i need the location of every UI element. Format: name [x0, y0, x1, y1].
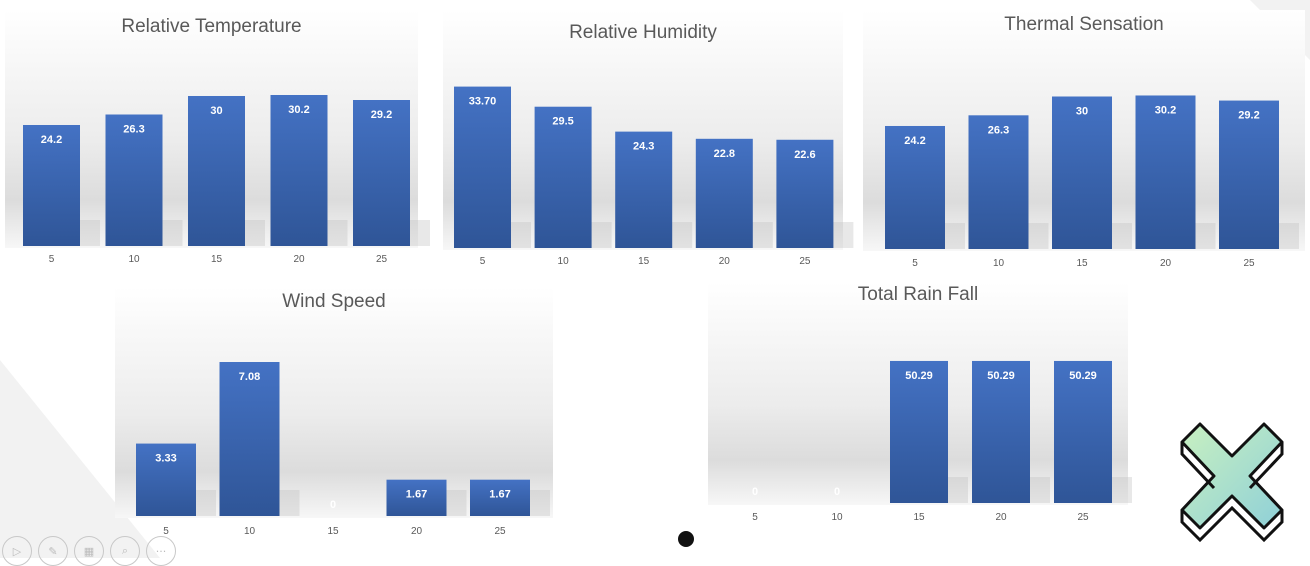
data-label: 29.5	[552, 116, 573, 128]
bar	[353, 100, 410, 246]
x-logo	[1180, 422, 1284, 543]
data-label: 24.2	[41, 134, 62, 146]
data-label: 24.3	[633, 141, 654, 153]
chart-title: Total Rain Fall	[858, 284, 978, 305]
bar	[890, 360, 948, 503]
bar	[386, 479, 447, 516]
data-label: 1.67	[489, 489, 510, 501]
data-label: 33.70	[469, 96, 497, 108]
data-label: 26.3	[988, 124, 1009, 136]
data-label: 30.2	[1155, 104, 1176, 116]
chart-svg: Relative Temperature 24.2 5 26.3 10 30 15 30.2 2…	[5, 10, 430, 265]
data-label: 3.33	[155, 453, 176, 465]
play-icon[interactable]: ▷	[2, 536, 32, 566]
chart-svg: Thermal Sensation 24.2 5 26.3 10 30 15 30.2 20 29…	[863, 10, 1305, 269]
bar	[1135, 95, 1196, 249]
bar	[615, 131, 673, 248]
data-label: 50.29	[905, 370, 933, 382]
data-label: 50.29	[1069, 370, 1097, 382]
x-tick-label: 25	[1077, 512, 1089, 523]
bar	[885, 125, 945, 249]
data-label: 29.2	[1238, 110, 1259, 122]
data-label: 1.67	[406, 489, 427, 501]
bar	[470, 479, 530, 516]
chart-title: Relative Humidity	[569, 22, 717, 43]
x-tick-label: 25	[376, 254, 388, 265]
x-tick-label: 25	[1243, 258, 1255, 269]
bar	[972, 360, 1030, 503]
zoom-icon[interactable]: ⌕	[110, 536, 140, 566]
bar	[454, 86, 511, 249]
x-tick-label: 20	[995, 512, 1007, 523]
x-tick-label: 15	[638, 256, 650, 267]
x-tick-label: 20	[293, 254, 305, 265]
data-label: 7.08	[239, 371, 260, 383]
bar	[188, 96, 245, 246]
data-label: 22.8	[714, 148, 735, 160]
x-tick-label: 20	[411, 526, 423, 537]
x-tick-label: 15	[913, 512, 925, 523]
data-label: 0	[752, 486, 758, 498]
chart-relative-temperature: Relative Temperature 24.2 5 26.3 10 30 15 30.2 2…	[5, 10, 430, 265]
chart-thermal-sensation: Thermal Sensation 24.2 5 26.3 10 30 15 30.2 20 29…	[863, 10, 1305, 269]
pen-icon[interactable]: ✎	[38, 536, 68, 566]
bar	[776, 139, 834, 248]
chart-total-rain-fall: Total Rain Fall 0 5 0 10 50.29 15 50.29 20 50.29 2…	[708, 282, 1132, 548]
chart-wind-speed: Wind Speed 3.33 5 7.08 10 0 15 1.67 20 1.67 25	[115, 287, 553, 549]
bar	[968, 115, 1029, 249]
x-tick-label: 10	[128, 254, 140, 265]
bar	[23, 125, 80, 246]
chart-svg: Wind Speed 3.33 5 7.08 10 0 15 1.67 20 1.67 25	[115, 287, 553, 537]
x-tick-label: 5	[480, 256, 486, 267]
chart-svg: Relative Humidity 33.70 5 29.5 10 24.3 15 22.8 2…	[443, 10, 854, 267]
chart-title: Relative Temperature	[121, 16, 301, 37]
x-tick-label: 20	[719, 256, 731, 267]
data-label: 30	[1076, 106, 1088, 118]
data-label: 22.6	[794, 149, 815, 161]
chart-title: Thermal Sensation	[1004, 14, 1163, 35]
x-tick-label: 10	[993, 258, 1005, 269]
x-tick-label: 15	[211, 254, 223, 265]
chart-title: Wind Speed	[282, 291, 386, 312]
bar	[136, 443, 196, 516]
x-tick-label: 5	[163, 526, 169, 537]
chart-svg: Total Rain Fall 0 5 0 10 50.29 15 50.29 20 50.29 2…	[708, 282, 1132, 523]
slides-icon[interactable]: ▦	[74, 536, 104, 566]
bar	[1052, 96, 1112, 249]
x-tick-label: 5	[912, 258, 918, 269]
x-tick-label: 15	[327, 526, 339, 537]
bar	[1054, 360, 1112, 503]
slideshow-controls: ▷ ✎ ▦ ⌕ ···	[2, 536, 176, 566]
x-tick-label: 5	[49, 254, 55, 265]
x-tick-label: 10	[558, 256, 570, 267]
data-label: 24.2	[904, 135, 925, 147]
bar	[695, 138, 753, 248]
data-label: 0	[834, 486, 840, 498]
x-tick-label: 10	[244, 526, 256, 537]
data-label: 0	[330, 499, 336, 511]
data-label: 50.29	[987, 370, 1015, 382]
x-tick-label: 20	[1160, 258, 1172, 269]
x-tick-label: 25	[494, 526, 506, 537]
more-icon[interactable]: ···	[146, 536, 176, 566]
x-tick-label: 25	[799, 256, 811, 267]
bar	[105, 114, 163, 246]
data-label: 30	[210, 105, 222, 117]
bar	[219, 362, 280, 516]
bar	[270, 95, 328, 246]
data-label: 30.2	[288, 104, 309, 116]
bar	[534, 106, 592, 248]
x-tick-label: 15	[1076, 258, 1088, 269]
x-tick-label: 10	[831, 512, 843, 523]
pointer-dot	[678, 531, 694, 547]
chart-relative-humidity: Relative Humidity 33.70 5 29.5 10 24.3 15 22.8 2…	[443, 10, 854, 267]
bar	[1219, 100, 1279, 249]
data-label: 29.2	[371, 109, 392, 121]
x-tick-label: 5	[752, 512, 758, 523]
data-label: 26.3	[123, 124, 144, 136]
